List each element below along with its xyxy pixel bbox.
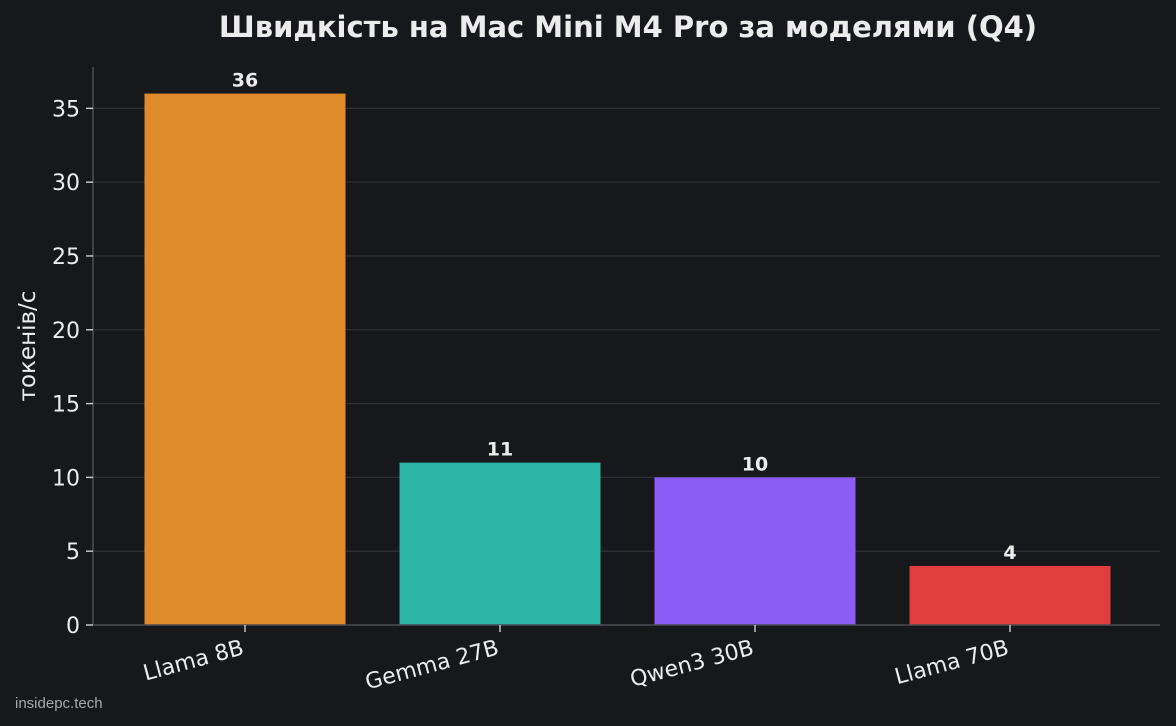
data-label: 10 bbox=[742, 453, 768, 475]
data-label: 36 bbox=[232, 70, 258, 92]
y-tick-label: 0 bbox=[66, 614, 80, 639]
y-axis-label: токенів/с bbox=[15, 291, 41, 402]
y-tick-label: 30 bbox=[52, 171, 80, 196]
y-tick-label: 20 bbox=[52, 319, 80, 344]
y-tick-label: 25 bbox=[52, 245, 80, 270]
data-label: 11 bbox=[487, 439, 513, 461]
bar bbox=[909, 565, 1111, 625]
y-axis-ticks: 0 5 10 15 20 25 30 35 bbox=[52, 97, 93, 639]
y-tick-label: 5 bbox=[66, 540, 80, 565]
bar bbox=[399, 462, 601, 625]
bar bbox=[654, 477, 856, 625]
axes bbox=[92, 67, 1160, 626]
y-tick-label: 15 bbox=[52, 393, 80, 418]
bars bbox=[144, 93, 1111, 626]
data-label: 4 bbox=[1003, 542, 1016, 564]
data-labels: 36 11 10 4 bbox=[232, 70, 1017, 564]
bar bbox=[144, 93, 346, 626]
watermark: insidepc.tech bbox=[15, 695, 103, 712]
chart-title: Швидкість на Mac Mini M4 Pro за моделями… bbox=[219, 10, 1037, 44]
y-tick-label: 10 bbox=[52, 466, 80, 491]
y-tick-label: 35 bbox=[52, 97, 80, 122]
